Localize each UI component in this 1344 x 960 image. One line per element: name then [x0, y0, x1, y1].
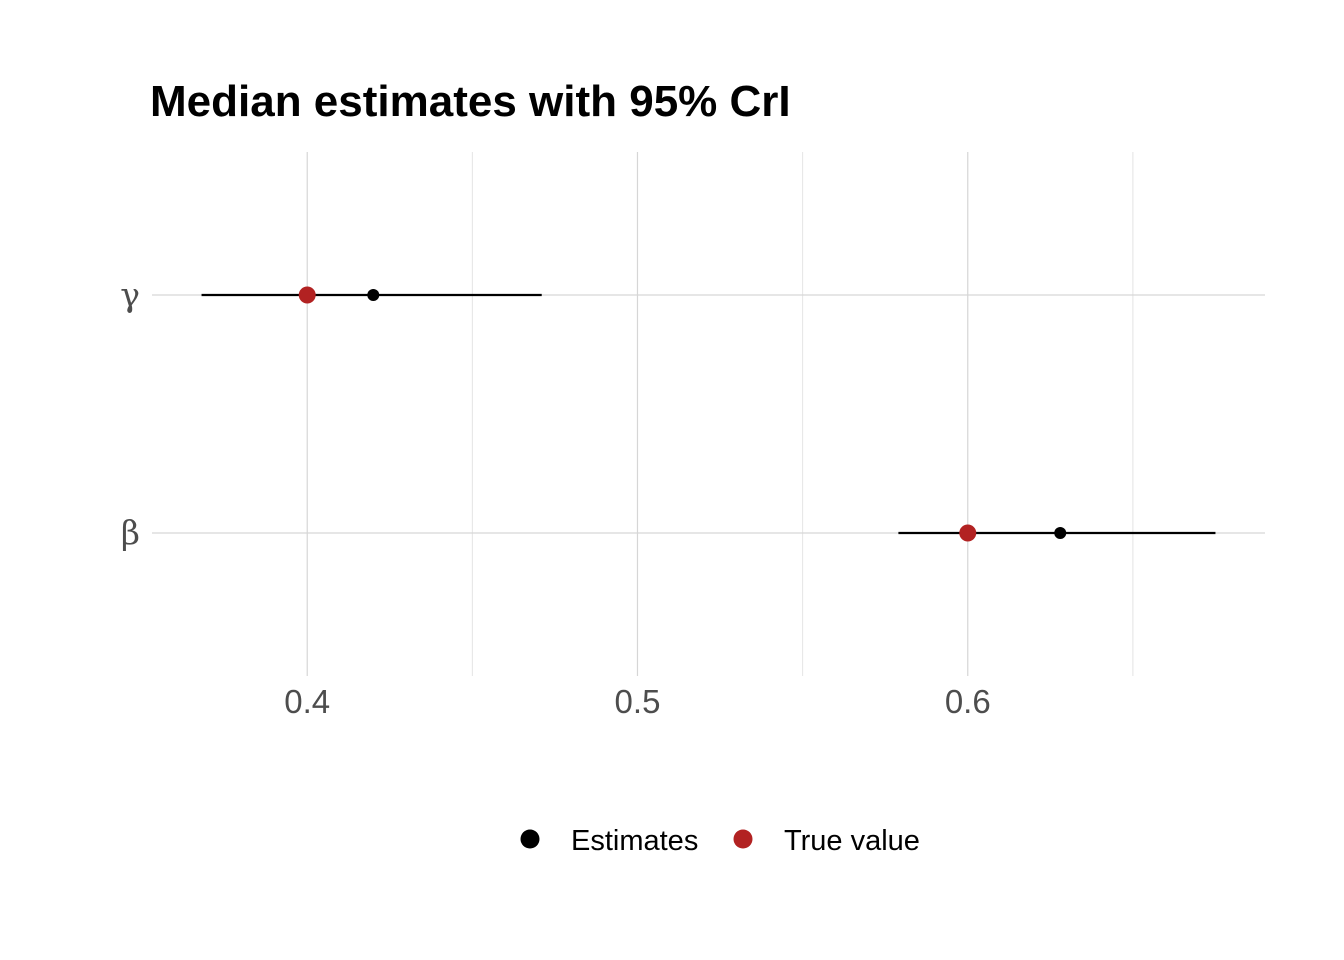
legend-label-1: True value	[784, 825, 920, 857]
grid	[152, 152, 1265, 676]
legend-key-0	[520, 829, 540, 849]
y-axis-ticks: γβ	[120, 275, 140, 552]
legend-label-0: Estimates	[571, 825, 698, 857]
x-axis-ticks: 0.4 0.5 0.6	[284, 683, 990, 720]
x-tick-label: 0.6	[945, 683, 991, 720]
legend-key-1	[733, 829, 753, 849]
y-tick-label: γ	[120, 275, 140, 314]
true-value-point-0	[298, 286, 316, 304]
true-value-point-1	[959, 524, 977, 542]
y-tick-label: β	[121, 513, 140, 552]
plot-marks	[201, 286, 1216, 542]
estimate-point-0	[367, 289, 380, 301]
estimate-point-1	[1054, 527, 1067, 539]
x-tick-label: 0.4	[284, 683, 330, 720]
legend: Estimates True value	[520, 825, 920, 857]
chart-title: Median estimates with 95% CrI	[150, 77, 791, 126]
x-tick-label: 0.5	[615, 683, 661, 720]
